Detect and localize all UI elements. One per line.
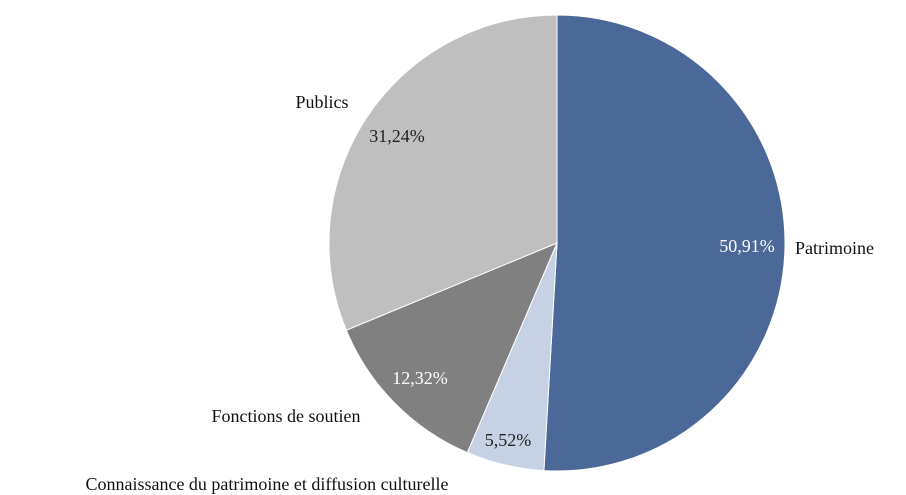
data-label: 12,32% [392, 368, 448, 388]
pie-slice [345, 242, 558, 454]
data-label: 31,24% [369, 126, 425, 146]
category-label: Publics [295, 92, 348, 112]
category-label: Fonctions de soutien [212, 406, 361, 426]
category-label: Connaissance du patrimoine et diffusion … [85, 474, 448, 494]
pie-slice [328, 14, 558, 331]
pie-slice [543, 14, 786, 472]
data-label: 50,91% [719, 236, 775, 256]
category-label: Patrimoine [795, 238, 874, 258]
data-label: 5,52% [485, 430, 532, 450]
